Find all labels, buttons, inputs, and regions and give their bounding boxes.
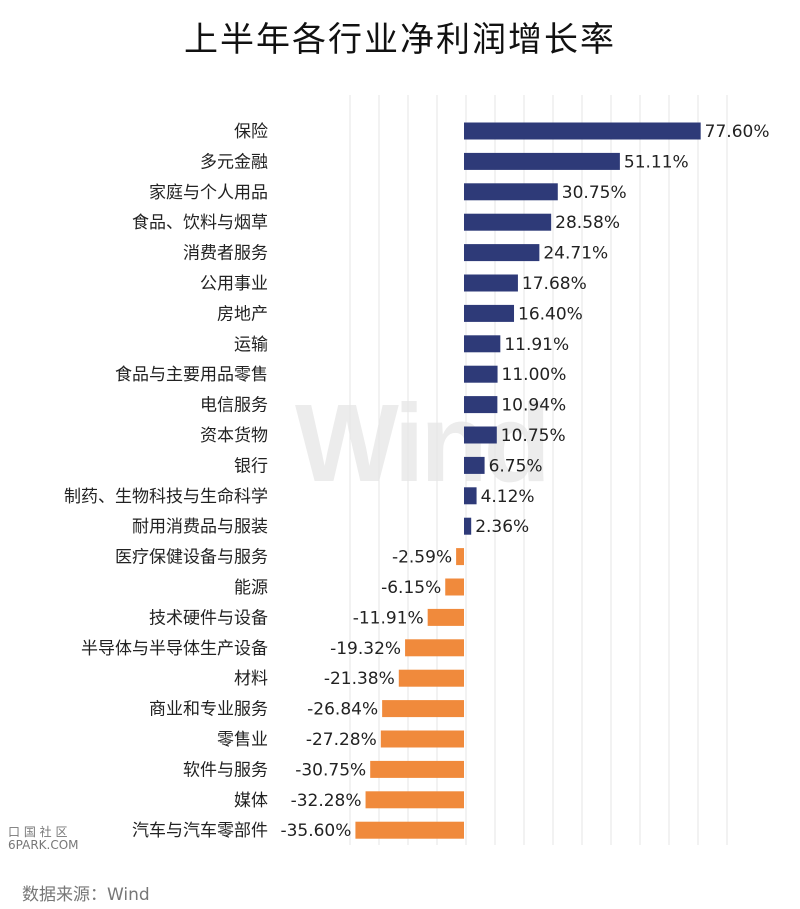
category-label: 耐用消费品与服装 [132,517,268,537]
category-labels: 保险多元金融家庭与个人用品食品、饮料与烟草消费者服务公用事业房地产运输食品与主要… [64,122,268,841]
category-label: 银行 [234,456,268,476]
value-label: 2.36% [475,517,529,537]
site-watermark: 口 国 社 区 6PARK.COM [8,826,79,852]
category-label: 材料 [234,669,268,689]
bar [365,791,464,809]
value-label: -19.32% [330,639,401,659]
bar [464,426,497,444]
category-label: 汽车与汽车零部件 [132,821,268,841]
value-label: 77.60% [705,122,770,142]
value-label: -11.91% [353,608,424,628]
bar [464,335,501,353]
value-label: 30.75% [562,183,627,203]
bar [464,274,518,292]
value-label: -26.84% [307,700,378,720]
category-label: 资本货物 [200,426,268,446]
bar [405,639,464,657]
bar [464,456,485,474]
value-label: 4.12% [481,487,535,507]
category-label: 软件与服务 [183,760,268,780]
data-source: 数据来源：Wind [22,885,150,905]
value-label: -30.75% [295,760,366,780]
value-label: -6.15% [381,578,441,598]
value-label: -32.28% [291,791,362,811]
category-label: 保险 [234,122,268,142]
site-watermark-line-2: 6PARK.COM [8,838,79,852]
category-label: 零售业 [217,730,268,750]
value-label: -27.28% [306,730,377,750]
value-label: 10.75% [501,426,566,446]
category-label: 运输 [234,335,268,355]
bar [456,548,464,566]
category-label: 食品、饮料与烟草 [132,213,268,233]
bar [355,821,464,839]
bar [464,396,498,414]
bar [464,122,701,140]
category-label: 媒体 [234,791,268,811]
category-label: 技术硬件与设备 [149,608,268,628]
value-labels: 77.60% 51.11% 30.75% 28.58% 24.71% 17.68% 16.4… [280,122,769,841]
bar [370,760,464,778]
value-label: 51.11% [624,152,689,172]
category-label: 家庭与个人用品 [149,183,268,203]
bar [464,517,472,535]
value-label: 17.68% [522,274,587,294]
bar [464,244,540,262]
bar [445,578,464,596]
category-label: 食品与主要用品零售 [115,365,268,385]
category-label: 商业和专业服务 [149,700,268,720]
bar [380,730,464,748]
value-label: 6.75% [489,456,543,476]
site-watermark-line-1: 口 国 社 区 [8,825,68,839]
category-label: 公用事业 [200,274,268,294]
bar [464,487,477,505]
bar [382,700,464,718]
category-label: 制药、生物科技与生命科学 [64,487,268,507]
value-label: 10.94% [501,396,566,416]
value-label: 24.71% [543,244,608,264]
value-label: 28.58% [555,213,620,233]
category-label: 房地产 [217,304,268,324]
bar [464,304,515,322]
chart-title: 上半年各行业净利润增长率 [184,20,616,60]
category-label: 消费者服务 [183,244,268,264]
category-label: 能源 [234,578,268,598]
value-label: 16.40% [518,304,583,324]
bars [355,122,701,839]
category-label: 多元金融 [200,152,268,172]
value-label: -2.59% [392,548,452,568]
bar [464,183,558,201]
value-label: -35.60% [280,821,351,841]
bar [427,608,464,626]
value-label: 11.91% [504,335,569,355]
bar [464,152,620,170]
value-label: 11.00% [502,365,567,385]
category-label: 医疗保健设备与服务 [115,548,268,568]
bar [464,365,498,383]
category-label: 电信服务 [200,396,268,416]
value-label: -21.38% [324,669,395,689]
category-label: 半导体与半导体生产设备 [81,639,268,659]
bar [464,213,552,231]
bar [398,669,464,687]
